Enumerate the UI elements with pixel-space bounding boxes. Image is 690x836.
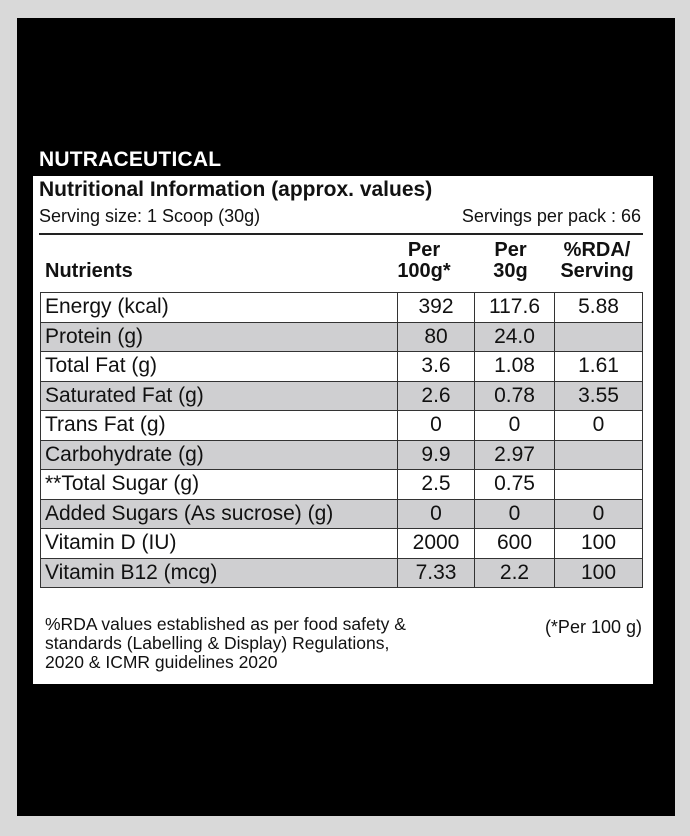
value-per-30g: 2.97	[474, 439, 555, 470]
table-row: Total Fat (g) 3.6 1.08 1.61	[40, 351, 643, 382]
value-rda: 100	[554, 528, 643, 559]
brand-heading: NUTRACEUTICAL	[39, 148, 222, 171]
value-per-30g: 0	[474, 410, 555, 441]
value-per-100g: 7.33	[397, 557, 475, 588]
nutrition-panel: Nutritional Information (approx. values)…	[33, 176, 653, 684]
table-row: Added Sugars (As sucrose) (g) 0 0 0	[40, 498, 643, 529]
nutrient-name: Vitamin D (IU)	[40, 528, 398, 559]
value-per-100g: 2.5	[397, 469, 475, 500]
value-rda	[554, 469, 643, 500]
value-per-100g: 2000	[397, 528, 475, 559]
header-rda-line2: Serving	[560, 260, 634, 282]
table-row: Saturated Fat (g) 2.6 0.78 3.55	[40, 380, 643, 411]
value-per-100g: 0	[397, 410, 475, 441]
footnote-line: %RDA values established as per food safe…	[45, 614, 406, 634]
nutrition-table: Energy (kcal) 392 117.6 5.88 Protein (g)…	[40, 292, 643, 588]
nutrient-name: Carbohydrate (g)	[40, 439, 398, 470]
header-per-100g: Per 100g*	[379, 240, 469, 282]
header-nutrients: Nutrients	[45, 260, 133, 282]
value-per-30g: 0.78	[474, 380, 555, 411]
value-rda: 0	[554, 498, 643, 529]
value-rda: 3.55	[554, 380, 643, 411]
header-per-100g-line1: Per	[407, 239, 441, 261]
nutrient-name: Added Sugars (As sucrose) (g)	[40, 498, 398, 529]
value-rda: 0	[554, 410, 643, 441]
header-per-30g-line2: 30g	[493, 260, 528, 282]
table-row: Energy (kcal) 392 117.6 5.88	[40, 292, 643, 323]
table-row: Vitamin D (IU) 2000 600 100	[40, 528, 643, 559]
header-per-100g-line2: 100g*	[397, 260, 451, 282]
value-per-100g: 3.6	[397, 351, 475, 382]
value-rda: 100	[554, 557, 643, 588]
header-per-30g-line1: Per	[494, 239, 527, 261]
footnote-line: 2020 & ICMR guidelines 2020	[45, 652, 278, 672]
value-per-30g: 0	[474, 498, 555, 529]
value-rda: 5.88	[554, 292, 643, 323]
nutrient-name: **Total Sugar (g)	[40, 469, 398, 500]
nutrient-name: Energy (kcal)	[40, 292, 398, 323]
value-per-30g: 24.0	[474, 321, 555, 352]
value-per-30g: 117.6	[474, 292, 555, 323]
nutrient-name: Trans Fat (g)	[40, 410, 398, 441]
nutrient-name: Saturated Fat (g)	[40, 380, 398, 411]
value-per-100g: 80	[397, 321, 475, 352]
footnote-line: standards (Labelling & Display) Regulati…	[45, 633, 390, 653]
value-per-100g: 0	[397, 498, 475, 529]
table-row: Vitamin B12 (mcg) 7.33 2.2 100	[40, 557, 643, 588]
nutrient-name: Protein (g)	[40, 321, 398, 352]
value-per-100g: 9.9	[397, 439, 475, 470]
header-per-30g: Per 30g	[473, 240, 548, 282]
nutrient-name: Total Fat (g)	[40, 351, 398, 382]
servings-per-pack: Servings per pack : 66	[461, 206, 641, 226]
table-row: Carbohydrate (g) 9.9 2.97	[40, 439, 643, 470]
header-divider	[39, 233, 643, 235]
per-100g-note: (*Per 100 g)	[544, 617, 642, 637]
table-row: Trans Fat (g) 0 0 0	[40, 410, 643, 441]
value-per-30g: 2.2	[474, 557, 555, 588]
value-per-30g: 600	[474, 528, 555, 559]
value-rda	[554, 439, 643, 470]
panel-title: Nutritional Information (approx. values)	[39, 178, 433, 201]
table-row: **Total Sugar (g) 2.5 0.75	[40, 469, 643, 500]
serving-size: Serving size: 1 Scoop (30g)	[39, 206, 261, 226]
nutrient-name: Vitamin B12 (mcg)	[40, 557, 398, 588]
value-per-30g: 1.08	[474, 351, 555, 382]
value-per-30g: 0.75	[474, 469, 555, 500]
value-per-100g: 2.6	[397, 380, 475, 411]
value-per-100g: 392	[397, 292, 475, 323]
header-rda-line1: %RDA/	[563, 239, 631, 261]
rda-footnote: %RDA values established as per food safe…	[45, 615, 475, 672]
table-row: Protein (g) 80 24.0	[40, 321, 643, 352]
value-rda	[554, 321, 643, 352]
header-rda-serving: %RDA/ Serving	[548, 240, 646, 282]
value-rda: 1.61	[554, 351, 643, 382]
